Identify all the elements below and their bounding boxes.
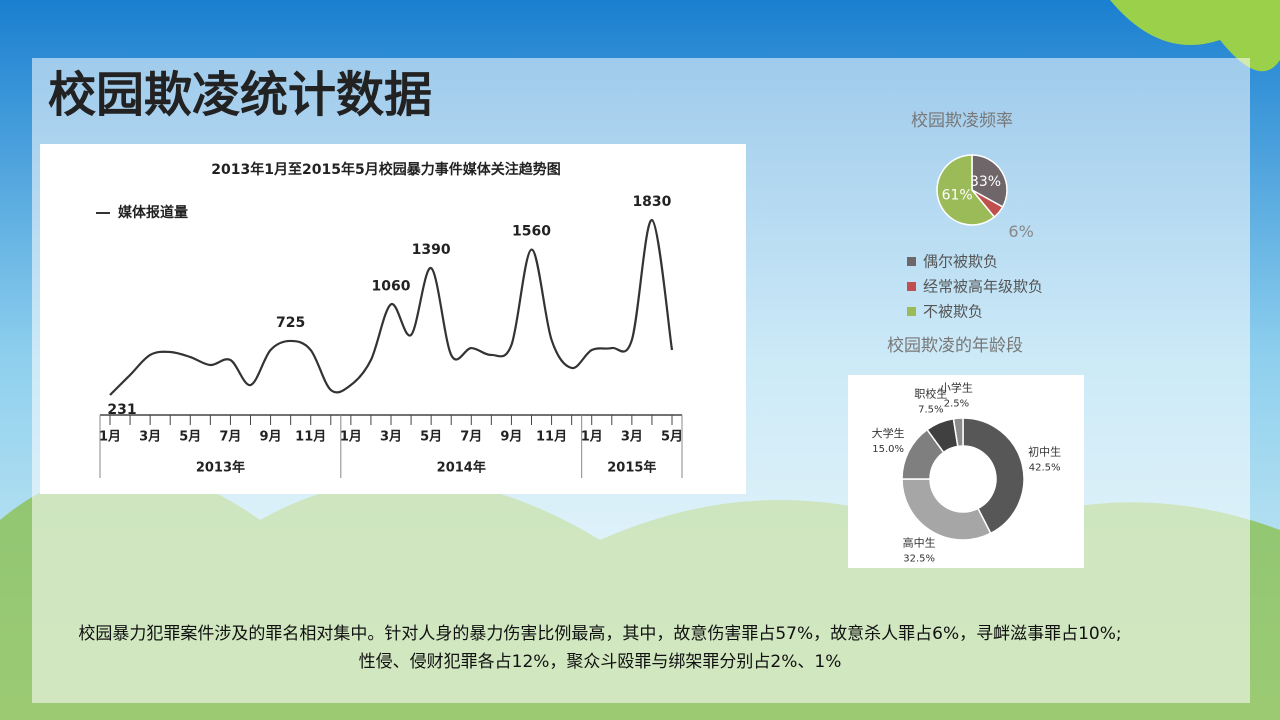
data-label: 2.5% [944, 398, 969, 409]
line [109, 218, 674, 396]
slice [936, 154, 996, 226]
category-label: 初中生 [1028, 444, 1061, 458]
x-tick-label: 9月 [260, 430, 282, 445]
x-tick-label: 7月 [219, 430, 241, 445]
data-label: 7.5% [918, 404, 943, 415]
data-label: 1060 [372, 278, 411, 294]
legend-label: 媒体报道量 [117, 204, 188, 221]
x-tick-label: 1月 [99, 430, 121, 445]
data-label: 61% [942, 187, 973, 203]
group-label: 2014年 [437, 460, 486, 476]
x-tick-label: 9月 [500, 430, 522, 445]
x-tick-label: 5月 [661, 430, 683, 445]
data-label: 6% [1008, 222, 1033, 241]
data-label: 1830 [632, 194, 671, 210]
slice [901, 478, 992, 541]
category-label: 大学生 [872, 426, 905, 440]
data-label: 33% [970, 174, 1001, 190]
legend-swatch [907, 257, 916, 266]
data-label: 1560 [512, 224, 551, 240]
data-label: 15.0% [872, 444, 904, 455]
x-tick-label: 3月 [139, 430, 161, 445]
data-label: 725 [276, 315, 305, 331]
legend-swatch [907, 282, 916, 291]
category-label: 职校生 [914, 386, 947, 400]
x-tick-label: 5月 [420, 430, 442, 445]
slide-title: 校园欺凌统计数据 [48, 67, 432, 123]
x-tick-label: 3月 [380, 430, 402, 445]
x-tick-label: 3月 [621, 430, 643, 445]
legend-label: 偶尔被欺负 [923, 253, 998, 271]
slice [952, 417, 964, 448]
slice [962, 417, 1025, 535]
x-tick-label: 1月 [340, 430, 362, 445]
x-tick-label: 1月 [581, 430, 603, 445]
group-label: 2015年 [607, 460, 656, 476]
chart-title: 校园欺凌频率 [911, 111, 1013, 131]
foliage [1110, 0, 1280, 72]
data-label: 1390 [412, 242, 451, 258]
chart-title: 2013年1月至2015年5月校园暴力事件媒体关注趋势图 [211, 161, 560, 178]
line-chart-frame [40, 144, 746, 494]
data-label: 42.5% [1029, 462, 1061, 473]
data-label: 231 [107, 402, 136, 418]
x-tick-label: 11月 [536, 430, 567, 445]
chart-title: 校园欺凌的年龄段 [887, 336, 1023, 356]
group-label: 2013年 [196, 460, 245, 476]
x-tick-label: 7月 [460, 430, 482, 445]
slice [971, 154, 1008, 208]
category-label: 高中生 [903, 536, 936, 550]
x-tick-label: 11月 [295, 430, 326, 445]
category-label: 小学生 [940, 380, 973, 394]
legend-swatch [907, 307, 916, 316]
legend-label: 经常被高年级欺负 [923, 278, 1043, 296]
legend-label: 不被欺负 [923, 303, 983, 321]
data-label: 32.5% [903, 554, 935, 565]
x-tick-label: 5月 [179, 430, 201, 445]
body-text: 校园暴力犯罪案件涉及的罪名相对集中。针对人身的暴力伤害比例最高，其中，故意伤害罪… [78, 624, 1122, 672]
